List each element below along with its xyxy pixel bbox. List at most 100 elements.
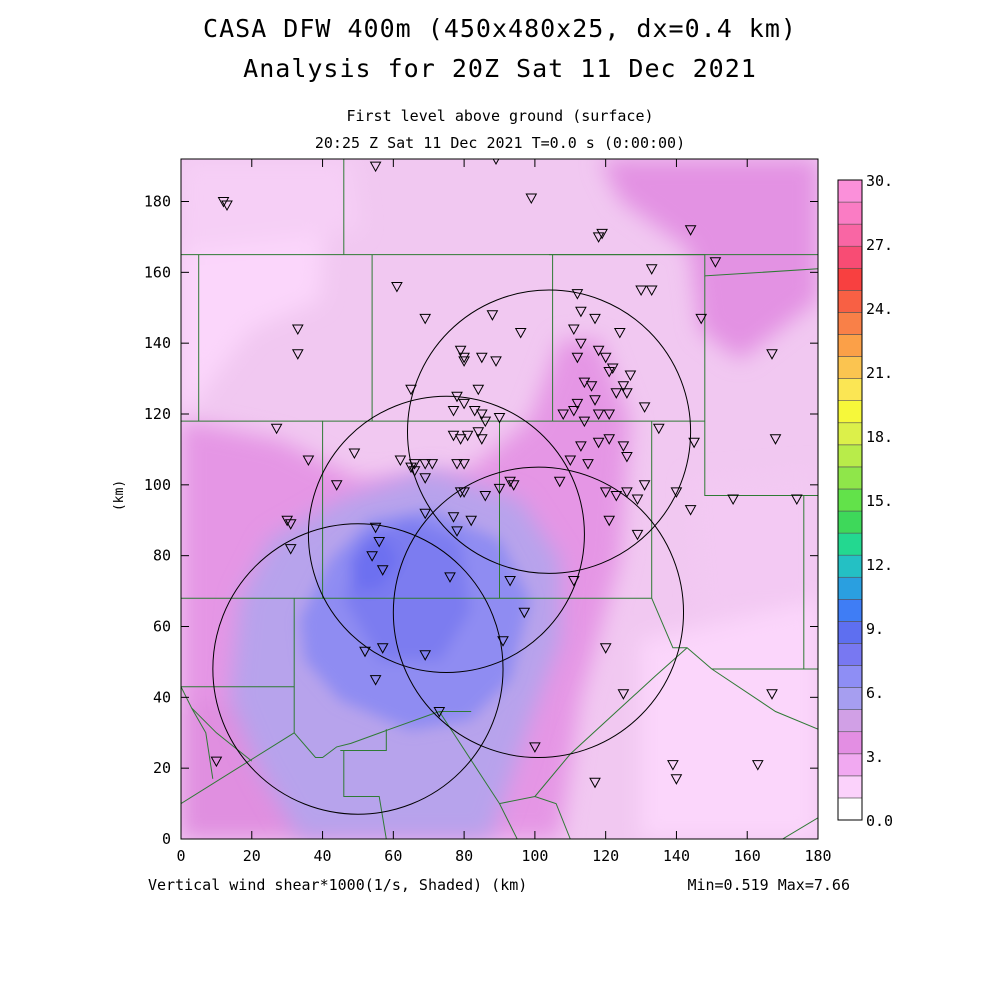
colorbar-swatch (837, 422, 863, 446)
station-marker (373, 537, 386, 548)
colorbar-swatch (837, 576, 863, 600)
county-line (499, 803, 518, 839)
y-tick-label: 160 (144, 263, 171, 281)
radar-ring (307, 395, 585, 674)
x-tick-label: 60 (384, 847, 402, 865)
field-light-se (640, 600, 818, 839)
colorbar-swatch (837, 356, 863, 379)
county-line (534, 647, 688, 797)
station-marker (567, 324, 580, 336)
station-marker (465, 515, 478, 527)
x-tick-label: 20 (243, 847, 261, 865)
radar-range-rings (212, 289, 692, 815)
station-marker (472, 384, 485, 396)
colorbar-swatch (837, 312, 863, 335)
station-marker (603, 409, 616, 421)
station-marker (302, 455, 315, 467)
station-marker (405, 462, 417, 474)
y-tick-label: 40 (153, 688, 171, 706)
x-tick-label: 40 (314, 847, 332, 865)
station-marker (670, 774, 683, 785)
station-marker (493, 483, 506, 495)
station-marker (475, 409, 488, 421)
x-tick-label: 0 (176, 847, 185, 865)
x-tick-label: 180 (804, 847, 831, 865)
colorbar: 30. 27. 24. 21. 18. 15. 12. 9. 6. 3. 0.0 (837, 172, 893, 830)
colorbar-label: 12. (866, 556, 893, 574)
station-marker (348, 448, 361, 460)
station-marker (419, 650, 432, 661)
x-tick-label: 80 (455, 847, 473, 865)
county-line (340, 729, 387, 751)
colorbar-swatch (837, 488, 863, 512)
colorbar-swatch (837, 554, 863, 578)
station-marker (603, 367, 616, 378)
colorbar-swatch (837, 334, 863, 357)
station-marker (709, 257, 722, 268)
station-marker (553, 476, 566, 488)
station-marker (578, 416, 591, 428)
colorbar-label: 6. (866, 684, 884, 702)
station-marker (645, 264, 658, 275)
station-marker (444, 572, 456, 583)
station-marker (571, 398, 584, 410)
station-marker (575, 306, 587, 318)
station-marker (369, 522, 382, 534)
station-marker (589, 395, 601, 406)
colorbar-swatch (837, 709, 863, 733)
county-line (293, 711, 440, 758)
station-marker (454, 434, 467, 445)
station-marker (599, 643, 612, 654)
station-marker (394, 455, 407, 467)
station-marker (564, 455, 577, 467)
station-marker (451, 391, 463, 403)
station-marker (670, 487, 683, 498)
station-marker (514, 328, 527, 339)
station-marker (645, 285, 658, 297)
station-marker (529, 742, 541, 753)
colorbar-label: 18. (866, 428, 893, 446)
station-marker (621, 452, 633, 463)
station-marker (451, 459, 463, 470)
station-marker (284, 544, 297, 555)
station-marker (447, 512, 460, 523)
colorbar-swatch (837, 179, 863, 203)
station-marker (458, 352, 470, 364)
station-marker (376, 643, 389, 654)
station-marker (504, 476, 516, 488)
station-marker (592, 437, 605, 449)
colorbar-swatch (837, 665, 863, 688)
county-line (704, 275, 818, 496)
colorbar-swatch (837, 731, 863, 755)
colorbar-swatch (837, 599, 863, 622)
station-marker (472, 427, 485, 438)
station-marker (291, 349, 304, 360)
station-marker (451, 526, 463, 537)
station-marker (525, 193, 538, 205)
station-marker (433, 707, 446, 718)
station-marker (557, 409, 570, 421)
x-tick-label: 140 (663, 847, 690, 865)
station-marker (621, 388, 633, 399)
county-boundaries (181, 159, 818, 839)
field-ne-band (600, 159, 818, 360)
colorbar-label: 3. (866, 748, 884, 766)
county-line (711, 668, 818, 730)
title-line-1: CASA DFW 400m (450x480x25, dx=0.4 km) (203, 14, 797, 43)
plot-frame (180, 158, 819, 840)
station-marker (567, 406, 580, 417)
colorbar-label: 27. (866, 236, 893, 254)
x-tick-label: 100 (521, 847, 548, 865)
station-marker (617, 381, 630, 392)
station-marker (575, 441, 587, 452)
station-marker (454, 345, 467, 357)
x-tick-label: 120 (592, 847, 619, 865)
station-marker (426, 459, 439, 470)
x-axis: 0 20 40 60 80 100 120 140 160 180 (176, 159, 832, 865)
footer-field-label: Vertical wind shear*1000(1/s, Shaded) (k… (148, 876, 528, 894)
station-marker (603, 434, 616, 445)
county-line (782, 817, 818, 839)
colorbar-swatch (837, 621, 863, 644)
station-marker (617, 441, 630, 452)
colorbar-swatch (837, 775, 863, 799)
